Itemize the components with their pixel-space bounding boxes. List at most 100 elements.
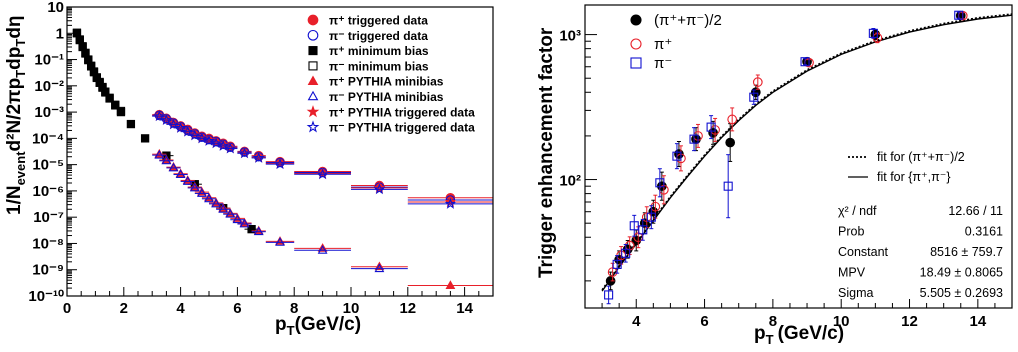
left-point xyxy=(78,42,87,51)
right-xlabel: pT (GeV/c) xyxy=(754,323,844,347)
left-point xyxy=(161,155,172,165)
left-point xyxy=(160,113,173,125)
right-x-tick-label: 14 xyxy=(969,313,986,330)
stats-label: Sigma xyxy=(838,286,873,300)
left-point xyxy=(210,137,222,149)
left-legend-label: π⁻ PYTHIA minibias xyxy=(329,90,444,104)
left-point xyxy=(225,208,236,218)
left-legend-label: π⁺ minimum bias xyxy=(329,44,429,58)
left-y-tick-label: 10⁻⁶ xyxy=(32,183,64,200)
right-axes: 4 6 8 10 12 14 10² 10³ xyxy=(559,28,1013,330)
right-point xyxy=(706,122,716,132)
left-x-tick-label: 6 xyxy=(233,300,241,317)
left-series-pi-minus-pythia-triggered-data xyxy=(152,109,493,209)
right-legend-label: (π⁺+π⁻)/2 xyxy=(654,12,722,29)
right-legend-item: π⁻ xyxy=(630,55,672,72)
right-point xyxy=(727,114,738,125)
right-point xyxy=(708,127,718,138)
left-point xyxy=(168,162,179,172)
left-legend-item: π⁺ triggered data xyxy=(307,14,428,28)
right-x-tick-label: 4 xyxy=(632,313,641,330)
left-point xyxy=(274,157,286,170)
left-legend-marker xyxy=(308,61,318,71)
left-point xyxy=(275,237,285,246)
left-legend-label: π⁺ triggered data xyxy=(329,14,428,28)
left-legend-marker xyxy=(307,75,319,85)
left-point xyxy=(232,214,243,224)
right-point xyxy=(638,225,648,235)
left-y-tick-label: 10⁻² xyxy=(34,78,64,95)
left-point xyxy=(92,73,101,82)
left-legend-item: π⁺ PYTHIA minibias xyxy=(307,75,444,89)
left-legend-label: π⁻ PYTHIA triggered data xyxy=(329,121,475,135)
left-point xyxy=(188,128,201,140)
right-point xyxy=(954,10,964,20)
left-point xyxy=(203,134,215,146)
fit-legend-item: fit for {π⁺,π⁻} xyxy=(848,170,951,184)
stats-row: Sigma 5.505 ± 0.2693 xyxy=(838,286,1003,300)
left-point xyxy=(374,263,385,273)
left-point xyxy=(196,132,208,144)
left-legend-item: π⁻ PYTHIA triggered data xyxy=(306,120,475,135)
right-point xyxy=(725,137,736,148)
left-point xyxy=(253,226,264,236)
left-y-tick-label: 10⁻⁴ xyxy=(32,130,64,147)
left-point xyxy=(175,169,186,178)
left-point xyxy=(167,118,180,130)
left-point xyxy=(126,119,136,129)
fit-legend-label: fit for (π⁺+π⁻)/2 xyxy=(877,150,965,164)
right-point xyxy=(655,178,665,188)
left-plot-marks xyxy=(72,28,493,289)
left-point xyxy=(181,125,194,137)
left-legend-label: π⁻ minimum bias xyxy=(329,59,429,73)
left-y-tick-label: 10⁻⁸ xyxy=(32,235,64,252)
left-xlabel: pT(GeV/c) xyxy=(275,314,361,338)
left-x-tick-label: 4 xyxy=(176,300,185,317)
left-y-tick-label: 10 xyxy=(47,0,64,16)
left-y-tick-label: 10⁻⁹ xyxy=(32,262,64,279)
left-point xyxy=(316,167,329,179)
right-plot-marks xyxy=(604,10,968,305)
right-ylabel: Trigger enhancement factor xyxy=(536,27,557,278)
left-point xyxy=(174,121,187,133)
left-legend-marker xyxy=(306,120,320,133)
left-point xyxy=(204,193,214,203)
right-point xyxy=(604,290,614,300)
stats-label: χ² / ndf xyxy=(838,204,877,218)
left-x-tick-label: 12 xyxy=(399,300,416,317)
left-point xyxy=(84,55,93,64)
left-legend-label: π⁺ PYTHIA triggered data xyxy=(329,105,475,119)
left-x-tick-label: 2 xyxy=(120,300,128,317)
right-point xyxy=(868,28,878,38)
left-legend-item: π⁺ minimum bias xyxy=(308,44,429,58)
left-y-tick-label: 1 xyxy=(56,25,64,42)
left-y-tick-label: 10⁻⁷ xyxy=(33,209,64,226)
left-point xyxy=(373,183,386,195)
stats-value: 0.3161 xyxy=(965,225,1003,239)
right-x-tick-label: 12 xyxy=(901,313,918,330)
right-x-tick-label: 6 xyxy=(700,313,708,330)
left-plot-frame xyxy=(66,6,494,297)
right-y-tick-label: 10² xyxy=(559,173,581,190)
stats-row: Prob 0.3161 xyxy=(838,225,1003,239)
right-legend-item: (π⁺+π⁻)/2 xyxy=(630,12,722,29)
right-fit-curve xyxy=(601,13,1013,292)
stats-label: MPV xyxy=(838,266,866,280)
right-series-pi-minus xyxy=(604,10,964,305)
left-legend-marker xyxy=(308,46,318,56)
stats-label: Prob xyxy=(838,225,864,239)
right-legend-marker xyxy=(630,38,642,50)
left-point xyxy=(98,82,107,92)
left-point xyxy=(218,204,229,213)
left-point xyxy=(89,67,99,76)
left-y-tick-label: 10⁻¹⁰ xyxy=(28,288,64,305)
left-point xyxy=(188,129,201,141)
left-legend-item: π⁺ PYTHIA triggered data xyxy=(306,105,475,119)
left-point xyxy=(101,87,110,96)
left-series-pi-plus-minimum-bias xyxy=(72,29,259,234)
left-point xyxy=(154,149,165,159)
fit-legend-label: fit for {π⁺,π⁻} xyxy=(877,170,951,184)
left-point xyxy=(153,109,166,122)
right-point xyxy=(612,259,622,269)
